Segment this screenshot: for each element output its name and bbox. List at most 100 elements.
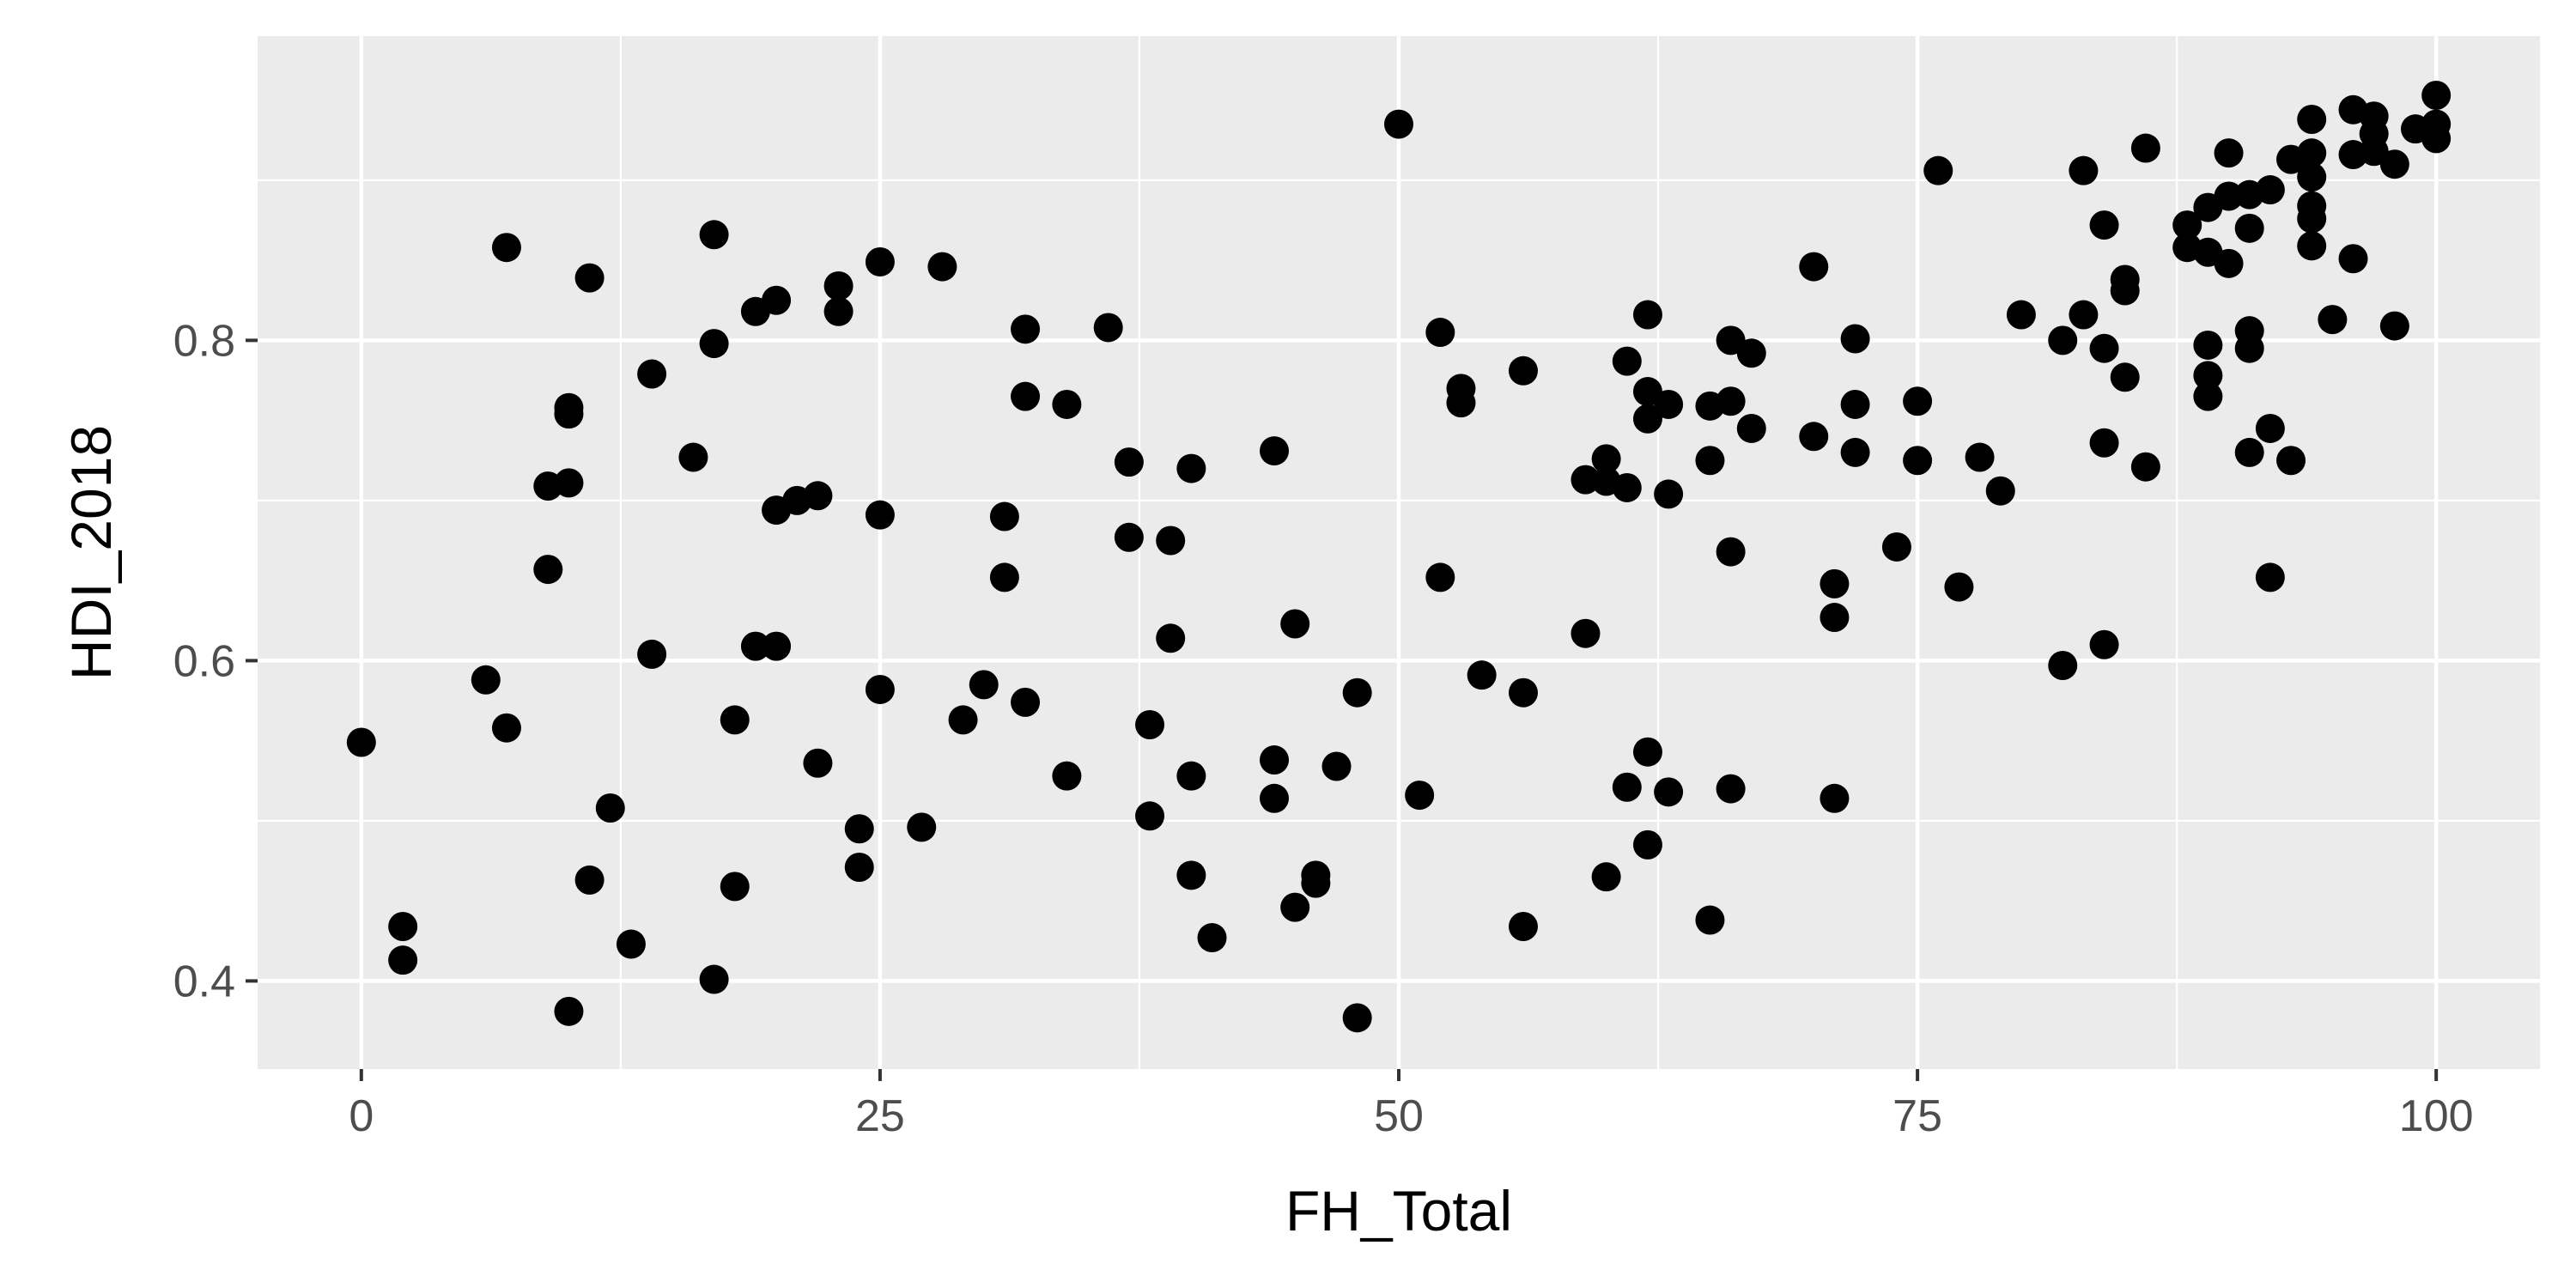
data-point <box>1799 252 1829 282</box>
x-axis: 0 25 50 75 100 <box>349 1069 2474 1141</box>
data-point <box>927 252 957 282</box>
y-axis: 0.4 0.6 0.8 <box>173 316 258 1006</box>
data-point <box>1011 381 1041 411</box>
data-point <box>1571 465 1601 495</box>
x-tick-label: 0 <box>349 1091 374 1141</box>
data-point <box>989 562 1019 592</box>
data-point <box>1176 453 1206 483</box>
data-point <box>1508 912 1538 942</box>
data-point <box>699 220 729 250</box>
data-point <box>1114 447 1144 477</box>
data-point <box>2379 149 2409 179</box>
data-point <box>1156 623 1186 653</box>
data-point <box>1384 109 1413 139</box>
data-point <box>2234 437 2264 467</box>
data-point <box>471 665 501 695</box>
data-point <box>2255 562 2285 592</box>
data-point <box>844 814 874 844</box>
data-point <box>1342 1003 1372 1033</box>
data-point <box>1632 300 1662 330</box>
x-tick-label: 75 <box>1893 1091 1942 1141</box>
data-point <box>1820 603 1850 633</box>
data-points <box>346 81 2451 1033</box>
data-point <box>2421 81 2451 111</box>
data-point <box>2214 248 2244 278</box>
data-point <box>2069 300 2099 330</box>
data-point <box>1321 751 1352 781</box>
major-gridlines <box>258 36 2540 1069</box>
data-point <box>388 912 418 942</box>
data-point <box>1654 389 1684 419</box>
data-point <box>595 793 625 823</box>
data-point <box>1011 687 1041 717</box>
data-point <box>1632 404 1662 434</box>
data-point <box>1716 386 1746 416</box>
data-point <box>2130 452 2160 482</box>
data-point <box>637 639 667 669</box>
data-point <box>2048 325 2078 355</box>
data-point <box>2234 333 2264 363</box>
data-point <box>803 481 833 511</box>
data-point <box>1052 761 1082 791</box>
data-point <box>2006 300 2036 330</box>
data-point <box>1508 677 1538 708</box>
x-axis-title: FH_Total <box>1285 1179 1512 1242</box>
data-point <box>2297 162 2327 192</box>
y-tick-label: 0.6 <box>173 636 235 686</box>
data-point <box>1881 532 1911 562</box>
data-point <box>2048 650 2078 680</box>
data-point <box>1260 745 1290 775</box>
data-point <box>616 929 646 959</box>
data-point <box>1425 562 1455 592</box>
data-point <box>1197 923 1227 953</box>
data-point <box>491 233 521 263</box>
data-point <box>1280 892 1310 922</box>
data-point <box>2089 210 2119 240</box>
data-point <box>346 727 376 757</box>
data-point <box>2214 181 2244 211</box>
data-point <box>1052 389 1082 419</box>
data-point <box>1260 436 1290 466</box>
data-point <box>2110 362 2140 392</box>
data-point <box>1654 479 1684 509</box>
data-point <box>1716 774 1746 804</box>
data-point <box>1632 829 1662 860</box>
data-point <box>1820 783 1850 813</box>
data-point <box>865 246 895 276</box>
data-point <box>533 555 563 585</box>
data-point <box>2069 155 2099 185</box>
data-point <box>1632 737 1662 767</box>
data-point <box>1093 313 1123 343</box>
x-tick-label: 100 <box>2399 1091 2474 1141</box>
data-point <box>907 812 937 842</box>
data-point <box>2297 231 2327 261</box>
data-point <box>1695 905 1725 935</box>
data-point <box>2276 446 2306 476</box>
data-point <box>2234 213 2264 243</box>
data-point <box>2193 361 2223 391</box>
data-point <box>948 705 978 735</box>
data-point <box>1695 446 1725 476</box>
data-point <box>2193 381 2223 411</box>
data-point <box>1342 677 1372 708</box>
data-point <box>678 442 708 472</box>
data-point <box>2318 305 2348 335</box>
data-point <box>2089 629 2119 659</box>
data-point <box>2214 138 2244 168</box>
data-point <box>2110 276 2140 306</box>
data-point <box>1425 318 1455 348</box>
data-point <box>1654 777 1684 807</box>
data-point <box>1114 522 1144 552</box>
data-point <box>2297 204 2327 234</box>
data-point <box>2297 104 2327 134</box>
data-point <box>1011 314 1041 344</box>
data-point <box>554 399 584 429</box>
data-point <box>1840 437 1870 467</box>
data-point <box>740 631 770 661</box>
data-point <box>1612 772 1642 802</box>
data-point <box>1820 568 1850 598</box>
data-point <box>1176 761 1206 791</box>
data-point <box>1260 783 1290 813</box>
y-tick-label: 0.4 <box>173 957 235 1006</box>
data-point <box>637 359 667 389</box>
